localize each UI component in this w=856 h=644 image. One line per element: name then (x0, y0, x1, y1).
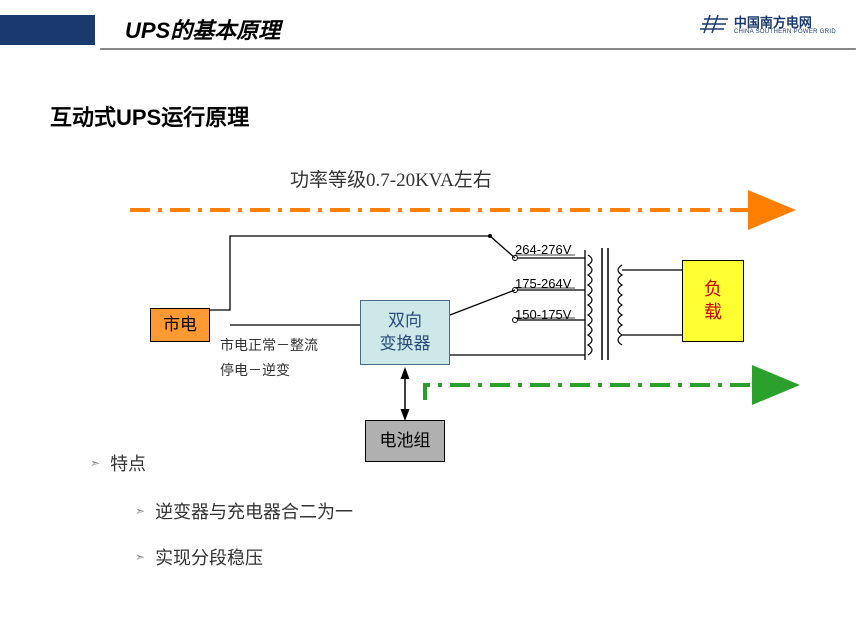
header-divider (100, 48, 856, 50)
company-logo: 中国南方电网 CHINA SOUTHERN POWER GRID (700, 15, 836, 35)
bullet-marker-icon: ➣ (90, 456, 100, 471)
bullet-marker-icon: ➣ (135, 550, 145, 565)
bullet-item: ➣ 逆变器与充电器合二为一 (135, 498, 353, 524)
feature-bullets: ➣ 特点 ➣ 逆变器与充电器合二为一 ➣ 实现分段稳压 (90, 450, 353, 590)
bullet-item: ➣ 实现分段稳压 (135, 544, 353, 570)
bullet-heading-text: 特点 (110, 450, 146, 476)
voltage-tap-1: 264-276V (515, 242, 571, 257)
voltage-tap-3: 150-175V (515, 307, 571, 322)
grid-logo-icon (700, 15, 728, 35)
bullet-heading: ➣ 特点 (90, 450, 353, 476)
header-accent-bar (0, 15, 95, 45)
node-mains: 市电 (150, 308, 210, 342)
annotation-mains-fail: 停电－逆变 (220, 360, 290, 380)
node-load: 负 载 (682, 260, 744, 342)
node-battery: 电池组 (365, 420, 445, 462)
slide-header: UPS的基本原理 中国南方电网 CHINA SOUTHERN POWER GRI… (0, 0, 856, 60)
annotation-mains-normal: 市电正常－整流 (220, 335, 318, 355)
bullet-marker-icon: ➣ (135, 504, 145, 519)
ups-diagram: 功率等级0.7-20KVA左右 (120, 160, 820, 500)
bullet-item-text: 实现分段稳压 (155, 544, 263, 570)
slide-subtitle: 互动式UPS运行原理 (50, 100, 249, 132)
voltage-tap-2: 175-264V (515, 276, 571, 291)
header-title: UPS的基本原理 (125, 13, 280, 45)
bullet-item-text: 逆变器与充电器合二为一 (155, 498, 353, 524)
logo-text: 中国南方电网 (734, 16, 836, 29)
logo-subtext: CHINA SOUTHERN POWER GRID (734, 29, 836, 35)
load-label-2: 载 (704, 301, 722, 324)
load-label-1: 负 (704, 278, 722, 301)
node-converter: 双向 变换器 (360, 300, 450, 365)
